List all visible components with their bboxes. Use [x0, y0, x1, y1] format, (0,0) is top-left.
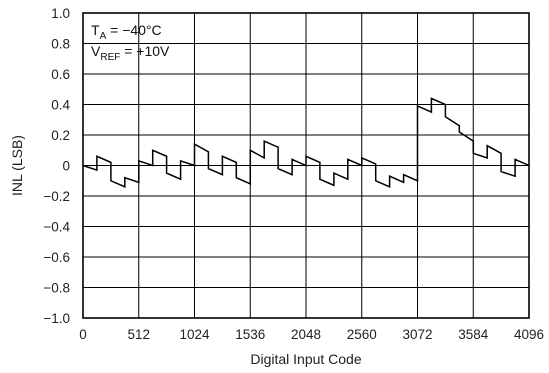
annotation-temperature-subscript: A: [100, 31, 107, 42]
plot-frame: [82, 12, 530, 319]
y-tick-label: 0: [62, 159, 70, 174]
y-tick-label: 0.6: [51, 67, 70, 82]
annotation-temperature-symbol: T: [91, 22, 100, 38]
x-tick-labels: 0 512 1024 1536 2048 2560 3072 3584 4096: [79, 327, 544, 342]
y-tick-label: 0.2: [51, 128, 70, 143]
x-tick-label: 1024: [179, 327, 210, 342]
x-tick-label: 2048: [291, 327, 321, 342]
x-axis-label: Digital Input Code: [250, 351, 362, 367]
y-tick-label: −1.0: [43, 311, 70, 326]
annotation-temperature: TA = −40°C: [91, 22, 162, 42]
y-tick-label: −0.2: [43, 189, 70, 204]
y-tick-labels: 1.0 0.8 0.6 0.4 0.2 0 −0.2 −0.4 −0.6 −0.8 −1.0: [43, 6, 70, 326]
y-axis-label: INL (LSB): [9, 135, 25, 196]
x-tick-label: 2560: [347, 327, 377, 342]
y-tick-label: 0.4: [51, 98, 70, 113]
annotation-temperature-value: = −40°C: [106, 22, 161, 38]
y-tick-label: −0.8: [43, 281, 70, 296]
x-tick-label: 3072: [402, 327, 432, 342]
y-tick-label: −0.4: [43, 220, 70, 235]
y-tick-label: −0.6: [43, 250, 70, 265]
y-tick-label: 0.8: [51, 37, 70, 52]
x-tick-label: 3584: [458, 327, 489, 342]
x-tick-label: 4096: [514, 327, 544, 342]
annotation-reference-voltage: VREF = +10V: [91, 43, 170, 63]
x-tick-label: 512: [127, 327, 150, 342]
annotation-vref-symbol: V: [91, 43, 101, 59]
annotation-vref-value: = +10V: [120, 43, 170, 59]
x-tick-label: 0: [79, 327, 87, 342]
series-layer: [82, 97, 530, 188]
annotation-vref-subscript: REF: [100, 52, 120, 63]
x-tick-label: 1536: [235, 327, 265, 342]
y-tick-label: 1.0: [51, 6, 70, 21]
inl-series-line: [82, 97, 530, 188]
